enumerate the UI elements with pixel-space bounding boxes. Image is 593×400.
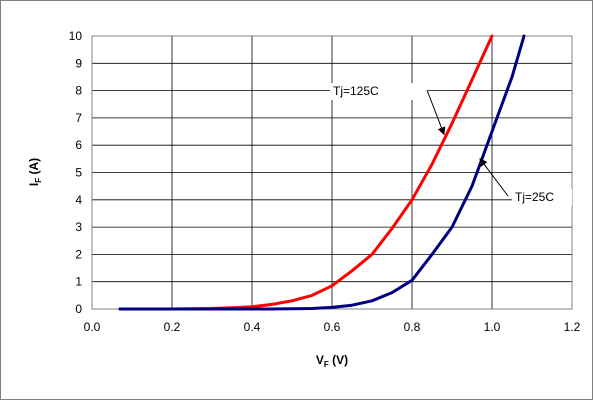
- annotation-label-tj-125c: Tj=125C: [333, 84, 379, 98]
- y-tick-label: 7: [75, 111, 82, 125]
- x-tick-labels: 0.0 0.2 0.4 0.6 0.8 1.0 1.2: [84, 320, 581, 334]
- annotations: Tj=125C Tj=25C: [330, 83, 572, 206]
- series-group: [118, 34, 526, 311]
- y-tick-label: 0: [75, 302, 82, 316]
- x-axis-title-subscript: F: [324, 360, 329, 369]
- x-tick-label: 0.4: [244, 320, 261, 334]
- y-tick-label: 5: [75, 166, 82, 180]
- x-tick-label: 1.0: [484, 320, 501, 334]
- y-tick-label: 2: [75, 247, 82, 261]
- plot-area-border: [91, 35, 573, 310]
- x-axis-title-main: V: [316, 353, 324, 367]
- y-tick-label: 8: [75, 84, 82, 98]
- x-tick-label: 0.6: [324, 320, 341, 334]
- y-tick-label: 10: [69, 29, 83, 43]
- y-tick-label: 9: [75, 56, 82, 70]
- annotation-label-tj-25c: Tj=25C: [515, 190, 554, 204]
- annotation-arrow-tj-125c: [426, 89, 446, 136]
- y-tick-label: 3: [75, 220, 82, 234]
- annotation-background: [512, 189, 572, 206]
- x-tick-label: 0.2: [164, 320, 181, 334]
- y-tick-label: 1: [75, 275, 82, 289]
- y-axis-title: IF (A): [27, 158, 43, 186]
- y-axis-title-unit: (A): [27, 158, 41, 178]
- x-tick-label: 0.8: [404, 320, 421, 334]
- x-tick-label: 0.0: [84, 320, 101, 334]
- x-tick-label: 1.2: [564, 320, 581, 334]
- x-axis-title: VF (V): [316, 353, 348, 369]
- annotation-arrow-tj-25c: [479, 158, 509, 197]
- series-line-tj-25c: [118, 34, 526, 311]
- annotation-background: [330, 83, 428, 100]
- y-tick-labels: 0 1 2 3 4 5 6 7 8 9 10: [69, 29, 83, 316]
- y-axis-title-subscript: F: [34, 178, 43, 183]
- y-tick-label: 6: [75, 138, 82, 152]
- y-axis-title-main: I: [27, 183, 41, 186]
- y-tick-label: 4: [75, 193, 82, 207]
- x-axis-title-unit: (V): [329, 353, 348, 367]
